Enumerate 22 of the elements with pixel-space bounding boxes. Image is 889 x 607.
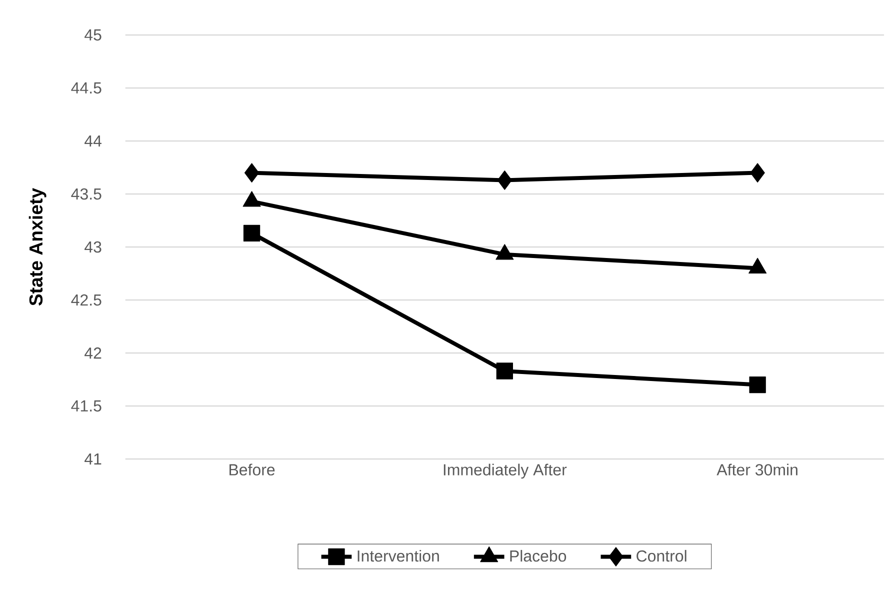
y-tick-label: 42.5	[71, 294, 102, 306]
legend-label: Control	[636, 550, 686, 562]
y-tick-label: 43.5	[71, 188, 102, 200]
y-tick-label: 44.5	[71, 82, 102, 94]
point	[750, 163, 765, 182]
point	[496, 362, 514, 380]
x-tick-label: Before	[230, 464, 275, 476]
legend-label: Intervention	[358, 550, 439, 562]
point	[243, 224, 260, 242]
y-tick-label: 41.5	[71, 400, 102, 412]
y-tick-label: 45	[84, 29, 102, 41]
y-tick-label: 42	[84, 347, 102, 359]
point	[497, 170, 512, 190]
point	[244, 163, 260, 182]
y-axis-title: State Anxiety	[28, 188, 46, 306]
legend-label: Placebo	[510, 550, 566, 562]
x-tick-label: After 30min	[716, 464, 798, 476]
x-tick-label: Immediately After	[444, 464, 567, 479]
y-tick-label: 44	[84, 136, 102, 146]
y-tick-label: 43	[84, 241, 102, 253]
y-tick-label: 41	[84, 454, 102, 465]
point	[749, 376, 766, 394]
